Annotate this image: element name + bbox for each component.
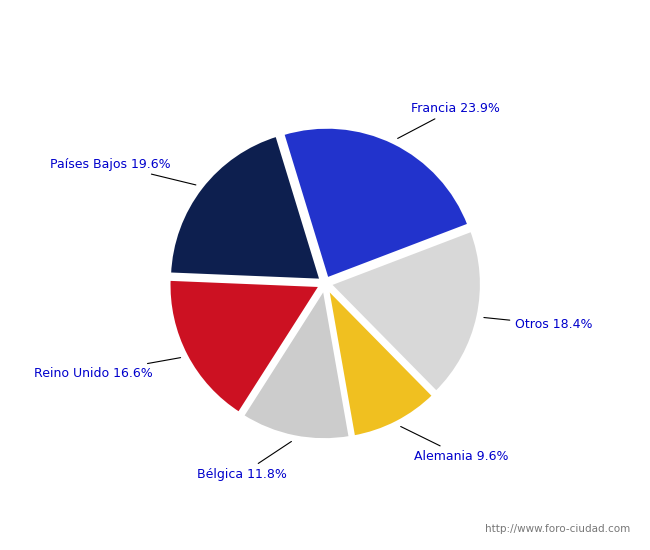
Wedge shape: [330, 230, 482, 393]
Wedge shape: [170, 135, 321, 280]
Wedge shape: [242, 288, 350, 440]
Text: Turís - Turistas extranjeros según país - Agosto de 2024: Turís - Turistas extranjeros según país …: [122, 19, 528, 36]
Text: Países Bajos 19.6%: Países Bajos 19.6%: [50, 158, 196, 185]
Text: Reino Unido 16.6%: Reino Unido 16.6%: [34, 358, 181, 380]
Text: Alemania 9.6%: Alemania 9.6%: [400, 426, 509, 463]
Text: http://www.foro-ciudad.com: http://www.foro-ciudad.com: [486, 524, 630, 534]
Wedge shape: [283, 127, 469, 279]
Text: Francia 23.9%: Francia 23.9%: [398, 102, 499, 139]
Wedge shape: [169, 279, 321, 414]
Wedge shape: [327, 287, 434, 437]
Text: Bélgica 11.8%: Bélgica 11.8%: [197, 442, 291, 481]
Text: Otros 18.4%: Otros 18.4%: [484, 317, 593, 331]
